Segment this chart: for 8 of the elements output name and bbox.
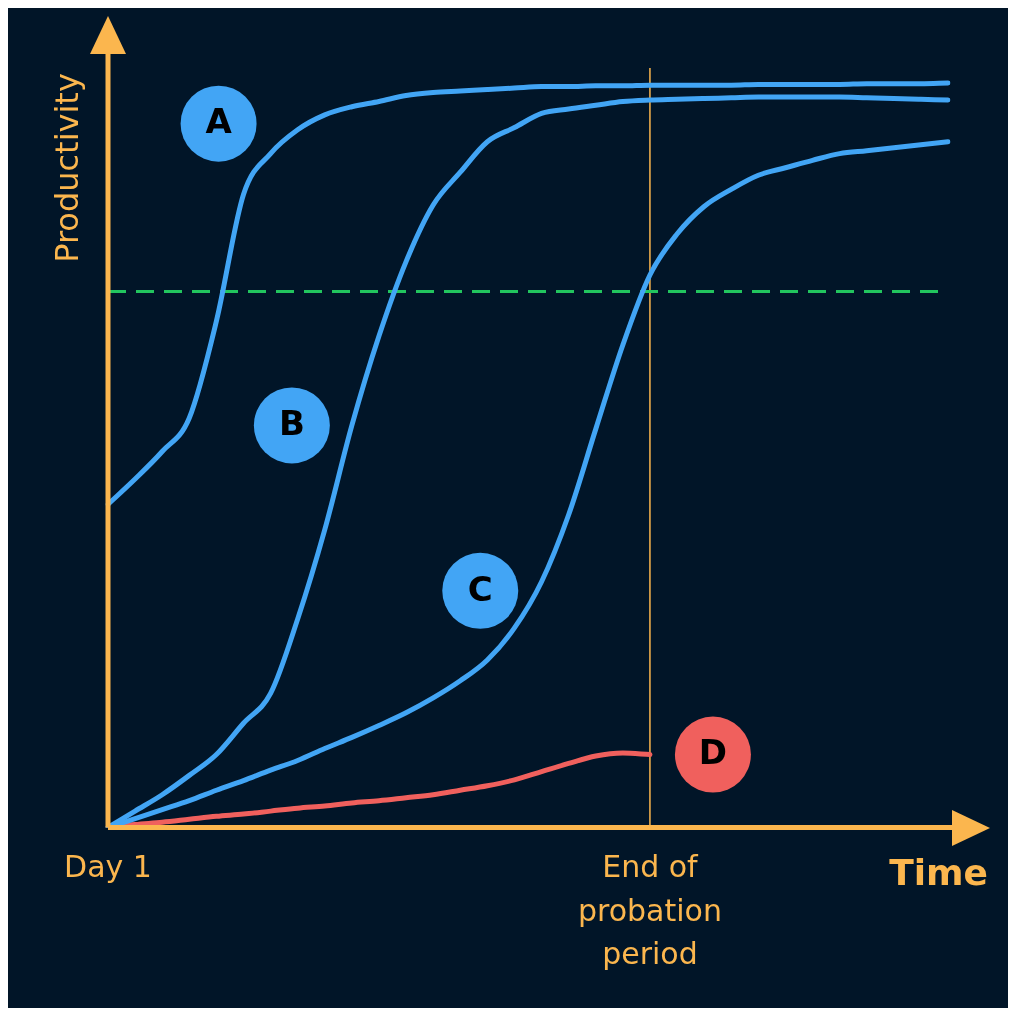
series-label: A xyxy=(205,101,233,142)
series-label: C xyxy=(467,568,493,609)
y-axis-title: Productivity xyxy=(48,73,87,263)
series-label: B xyxy=(278,403,305,444)
series-label: D xyxy=(698,732,728,773)
x-axis-title: Time xyxy=(889,851,988,893)
x-tick-label: End of probation period xyxy=(577,849,722,972)
x-tick-label: Day 1 xyxy=(64,849,152,885)
